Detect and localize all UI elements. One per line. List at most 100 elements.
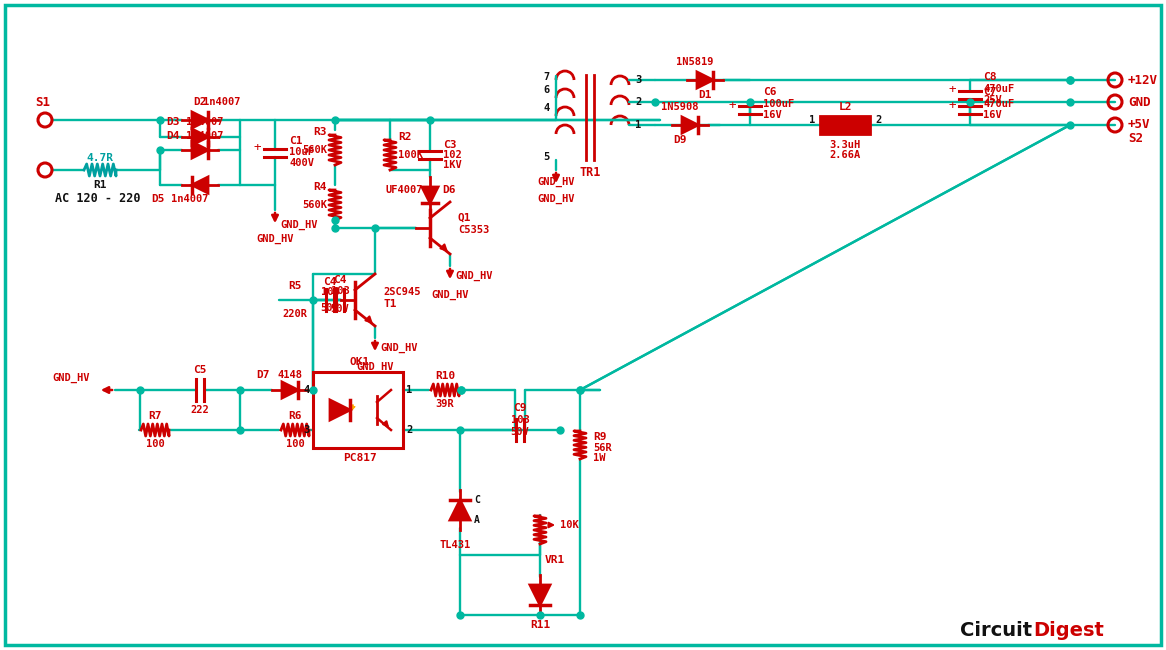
Text: 16V: 16V [983, 110, 1002, 120]
Text: D7: D7 [257, 370, 271, 380]
Text: GND: GND [1128, 96, 1151, 109]
Polygon shape [531, 585, 550, 605]
Text: R11: R11 [529, 620, 550, 630]
Text: R1: R1 [93, 180, 107, 190]
Text: 10K: 10K [560, 520, 578, 530]
Text: 5: 5 [543, 152, 550, 162]
Text: C3: C3 [443, 140, 457, 150]
Text: 2: 2 [406, 425, 413, 435]
Text: 7: 7 [543, 72, 550, 82]
Polygon shape [192, 142, 208, 158]
Text: 50V: 50V [331, 304, 350, 314]
Text: 103: 103 [321, 287, 339, 297]
Text: +: + [253, 142, 261, 155]
Text: 1n4007: 1n4007 [203, 97, 240, 107]
Text: +: + [729, 99, 736, 112]
Text: R10: R10 [435, 371, 455, 381]
Text: C1: C1 [289, 136, 302, 146]
Text: C5: C5 [194, 365, 206, 375]
Text: GND_HV: GND_HV [280, 220, 317, 230]
Text: 56R: 56R [593, 443, 612, 453]
Polygon shape [697, 72, 712, 88]
Text: C8: C8 [983, 72, 997, 82]
Text: GND_HV: GND_HV [257, 234, 294, 244]
Text: 39R: 39R [436, 399, 455, 409]
Polygon shape [282, 382, 298, 398]
Polygon shape [192, 129, 208, 145]
Text: 2: 2 [635, 97, 641, 107]
Text: 1: 1 [635, 120, 641, 130]
Text: +5V: +5V [1128, 118, 1151, 131]
Text: 4.7R: 4.7R [86, 153, 113, 163]
Text: GND_HV: GND_HV [52, 373, 90, 383]
Text: 102: 102 [443, 150, 462, 160]
Text: C5353: C5353 [458, 225, 490, 235]
Text: D5: D5 [152, 194, 166, 204]
Text: D1: D1 [698, 90, 711, 100]
Text: 2.66A: 2.66A [829, 150, 861, 160]
Text: A: A [475, 515, 480, 525]
Text: 100: 100 [146, 439, 164, 449]
Text: T1: T1 [382, 299, 396, 309]
Text: GND_HV: GND_HV [380, 343, 417, 353]
Text: 16V: 16V [763, 110, 781, 120]
Text: 103: 103 [511, 415, 529, 425]
Text: 50V: 50V [511, 427, 529, 437]
Text: UF4007: UF4007 [385, 185, 422, 195]
Text: 560K: 560K [302, 145, 326, 155]
Text: 4: 4 [543, 103, 550, 113]
Text: 560K: 560K [302, 200, 326, 210]
Text: Circuit: Circuit [960, 621, 1032, 640]
Text: 2SC945: 2SC945 [382, 287, 421, 297]
Text: R5: R5 [288, 281, 302, 291]
Text: C4: C4 [323, 277, 337, 287]
Text: Q1: Q1 [458, 213, 471, 223]
Text: 1n4007: 1n4007 [187, 131, 224, 141]
Text: 222: 222 [190, 405, 210, 415]
Polygon shape [192, 112, 208, 128]
Text: 3: 3 [635, 75, 641, 85]
Text: 470uF: 470uF [983, 99, 1014, 109]
Text: R7: R7 [148, 411, 162, 421]
Text: PC817: PC817 [343, 453, 377, 463]
Text: GND_HV: GND_HV [538, 194, 575, 204]
Polygon shape [330, 400, 350, 420]
Text: S1: S1 [35, 96, 50, 109]
Text: C4: C4 [333, 275, 346, 285]
Text: 100K: 100K [398, 150, 423, 160]
Text: 1n4007: 1n4007 [187, 117, 224, 127]
Text: 1W: 1W [593, 453, 605, 463]
Text: C: C [475, 495, 480, 505]
Text: 100: 100 [286, 439, 304, 449]
Text: VR1: VR1 [545, 555, 566, 565]
Text: D3: D3 [167, 117, 180, 127]
Text: 103: 103 [331, 286, 350, 296]
Polygon shape [422, 187, 438, 203]
Text: 1N5908: 1N5908 [661, 102, 698, 112]
Text: 10uF: 10uF [289, 147, 314, 157]
Text: 3.3uH: 3.3uH [829, 140, 861, 150]
Text: R2: R2 [398, 132, 412, 142]
Text: Digest: Digest [1033, 621, 1104, 640]
Text: 1n4007: 1n4007 [171, 194, 209, 204]
Polygon shape [682, 117, 698, 133]
Text: 220R: 220R [282, 309, 308, 319]
Text: +: + [948, 99, 956, 112]
Text: 4: 4 [304, 385, 310, 395]
Text: R6: R6 [288, 411, 302, 421]
Text: 6: 6 [543, 85, 550, 95]
Text: S2: S2 [1128, 133, 1143, 146]
Text: 100uF: 100uF [763, 99, 794, 109]
Bar [820, 116, 870, 134]
Text: GND_HV: GND_HV [357, 362, 394, 372]
Text: 25V: 25V [983, 95, 1002, 105]
Text: +: + [948, 83, 956, 96]
Text: C9: C9 [513, 403, 527, 413]
Text: 1N5819: 1N5819 [676, 57, 714, 67]
Text: 4148: 4148 [278, 370, 302, 380]
Bar [312, 372, 403, 448]
Text: 1: 1 [809, 115, 815, 125]
Text: 470uF: 470uF [983, 84, 1014, 94]
Text: 3: 3 [304, 425, 310, 435]
Text: OK1: OK1 [350, 357, 370, 367]
